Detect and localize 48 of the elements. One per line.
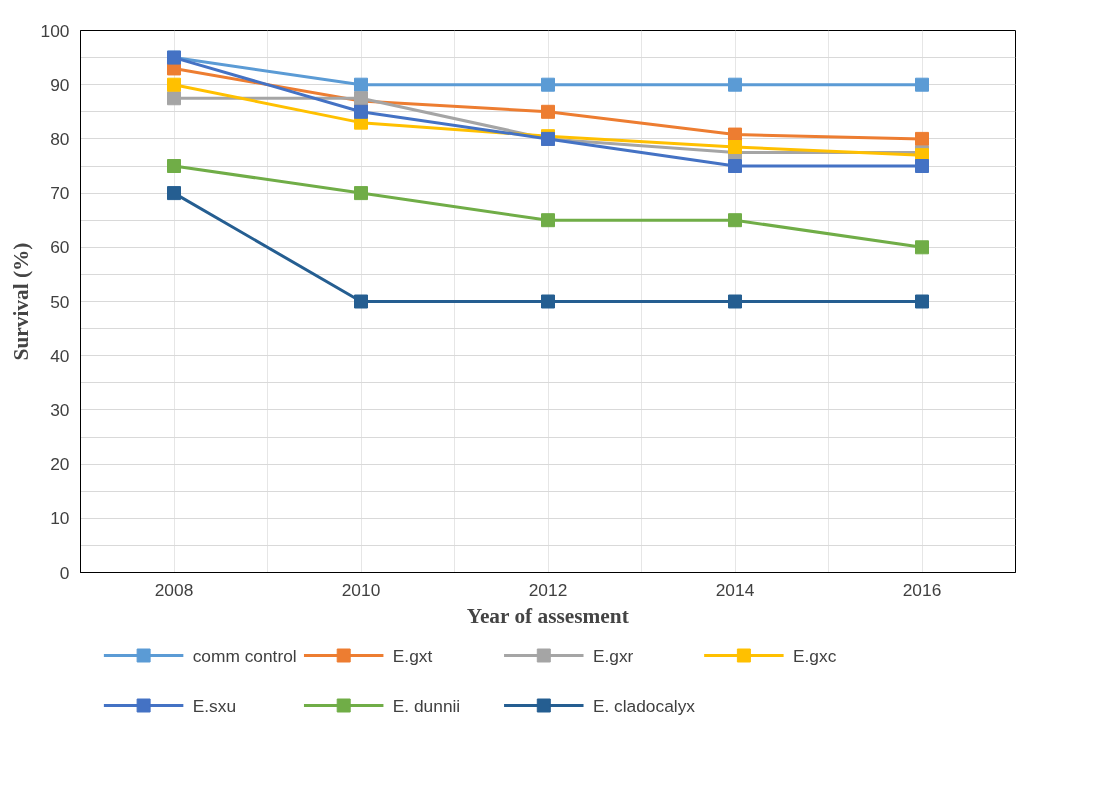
y-tick-label: 100 [40, 20, 70, 41]
y-tick-label: 50 [50, 291, 70, 312]
point [915, 77, 929, 92]
point [167, 77, 181, 92]
legend-label: comm control [192, 645, 297, 666]
point [915, 294, 929, 309]
x-tick-label: 2014 [715, 579, 755, 600]
point [728, 140, 742, 155]
y-tick-label: 0 [59, 562, 70, 583]
legend-label: E.sxu [192, 695, 237, 716]
point [167, 159, 181, 173]
y-tick-label: 70 [50, 183, 70, 204]
legend-label: E.gxr [592, 645, 634, 666]
y-tick-label: 90 [50, 74, 70, 95]
point [354, 104, 368, 119]
y-tick-label: 10 [50, 508, 70, 529]
point [354, 77, 368, 92]
point [728, 77, 742, 92]
legend-label: E. cladocalyx [592, 695, 696, 716]
point [728, 213, 742, 228]
point [915, 240, 929, 255]
point [728, 294, 742, 309]
legend-label: E. dunnii [392, 695, 461, 716]
y-tick-label: 60 [50, 237, 70, 258]
x-tick-label: 2010 [341, 579, 381, 600]
point [915, 131, 929, 146]
point [354, 186, 368, 201]
x-tick-label: 2016 [902, 579, 942, 600]
legend-label: E.gxc [792, 645, 837, 666]
legend-label: E.gxt [392, 645, 433, 666]
point [915, 159, 929, 173]
y-tick-label: 30 [50, 399, 70, 420]
x-axis-title: Year of assesment [466, 603, 630, 628]
y-tick-label: 80 [50, 128, 70, 149]
point [541, 213, 555, 228]
point [728, 159, 742, 173]
y-tick-label: 20 [50, 454, 70, 475]
point [541, 77, 555, 92]
point [728, 127, 742, 142]
point [541, 104, 555, 119]
point [167, 91, 181, 106]
x-tick-label: 2012 [528, 579, 568, 600]
y-tick-label: 40 [50, 345, 70, 366]
point [541, 294, 555, 309]
point [354, 294, 368, 309]
point [167, 186, 181, 201]
x-tick-label: 2008 [154, 579, 194, 600]
y-axis-title: Survival (%) [8, 242, 33, 361]
